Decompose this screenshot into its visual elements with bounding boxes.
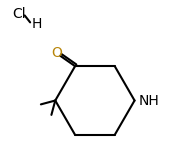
Text: H: H (31, 17, 42, 31)
Text: Cl: Cl (12, 7, 26, 21)
Text: NH: NH (138, 94, 159, 108)
Text: O: O (52, 46, 62, 60)
